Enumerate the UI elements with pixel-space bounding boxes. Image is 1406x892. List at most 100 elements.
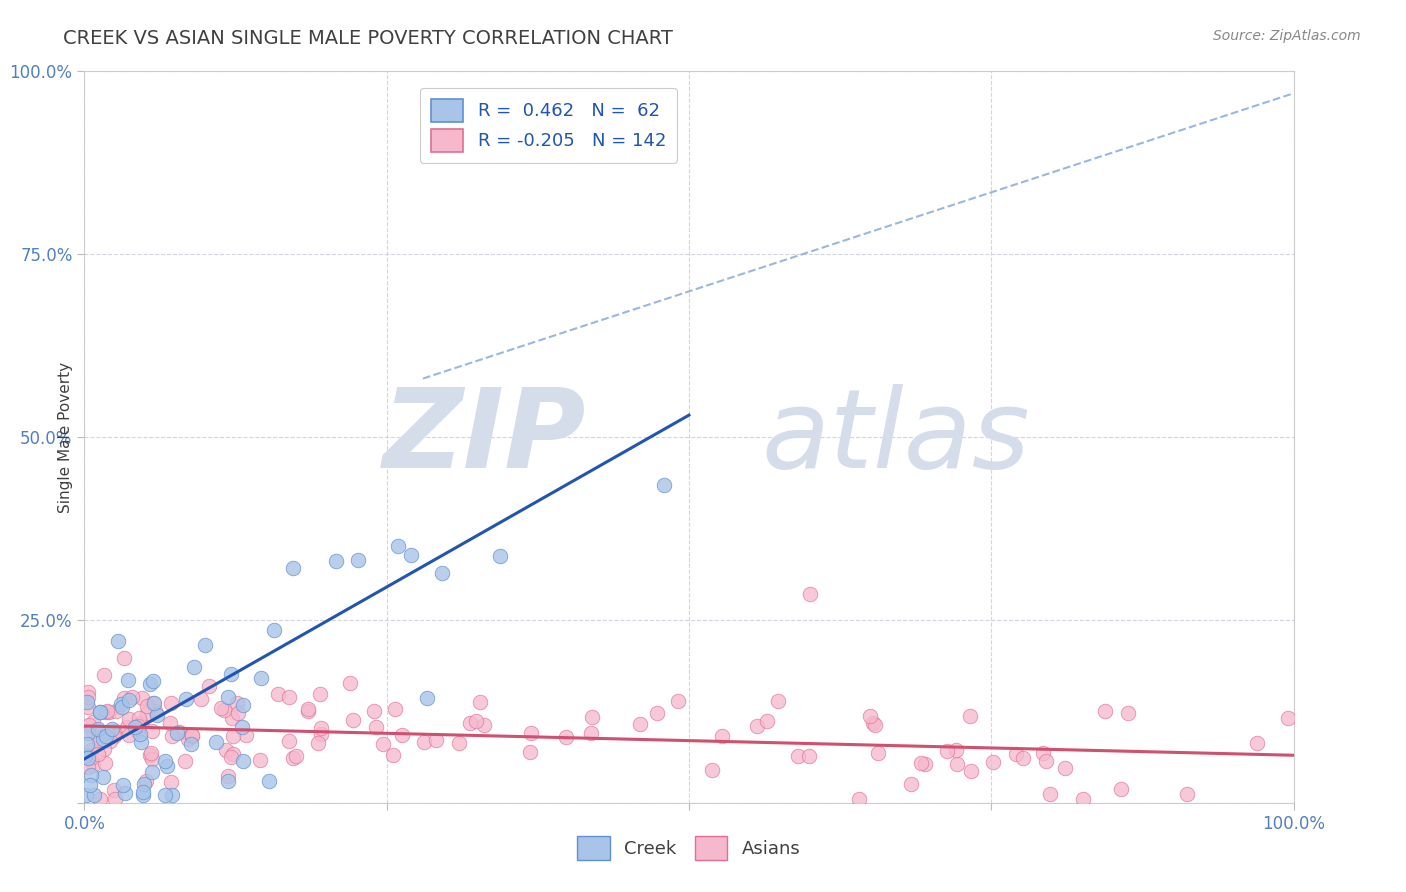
Point [129, 715, 152, 730]
Point [250, 672, 273, 686]
Point [127, 719, 149, 733]
Point [139, 747, 162, 762]
Point [1012, 750, 1035, 764]
Point [136, 706, 159, 720]
Point [77, 699, 100, 714]
Point [93, 756, 115, 770]
Point [98, 705, 121, 719]
Point [519, 745, 541, 759]
Point [107, 634, 129, 648]
Point [384, 702, 406, 716]
Point [382, 747, 405, 762]
Text: Source: ZipAtlas.com: Source: ZipAtlas.com [1213, 29, 1361, 43]
Point [79, 778, 101, 792]
Point [145, 707, 167, 722]
Point [141, 724, 163, 739]
Point [628, 717, 651, 731]
Point [946, 756, 969, 771]
Point [160, 789, 183, 803]
Point [231, 720, 253, 734]
Point [666, 693, 689, 707]
Point [412, 735, 434, 749]
Point [142, 697, 165, 711]
Point [983, 755, 1005, 769]
Point [387, 539, 409, 553]
Point [174, 692, 197, 706]
Point [114, 786, 136, 800]
Point [118, 728, 141, 742]
Point [309, 687, 332, 701]
Point [342, 714, 364, 728]
Point [219, 750, 242, 764]
Point [555, 731, 578, 745]
Point [430, 566, 453, 581]
Point [581, 709, 603, 723]
Point [89, 705, 111, 719]
Point [180, 728, 202, 742]
Point [281, 561, 304, 575]
Point [77, 718, 100, 732]
Point [756, 714, 779, 728]
Point [115, 720, 138, 734]
Point [141, 746, 163, 760]
Point [82, 757, 104, 772]
Point [226, 706, 249, 720]
Point [93, 668, 115, 682]
Point [180, 729, 202, 743]
Text: atlas: atlas [762, 384, 1031, 491]
Point [118, 712, 141, 726]
Point [77, 760, 100, 774]
Point [1004, 747, 1026, 761]
Point [307, 736, 329, 750]
Point [472, 718, 495, 732]
Point [142, 696, 165, 710]
Point [77, 690, 100, 705]
Point [285, 749, 308, 764]
Point [219, 667, 242, 681]
Point [1094, 704, 1116, 718]
Point [91, 732, 114, 747]
Point [112, 778, 135, 792]
Point [489, 549, 512, 563]
Point [235, 729, 257, 743]
Point [129, 734, 152, 748]
Point [900, 777, 922, 791]
Point [143, 705, 166, 719]
Point [194, 638, 217, 652]
Point [180, 737, 202, 751]
Point [167, 724, 190, 739]
Point [786, 748, 808, 763]
Point [217, 690, 239, 704]
Point [77, 748, 100, 763]
Point [862, 715, 884, 730]
Point [96, 705, 118, 719]
Point [114, 690, 136, 705]
Point [1032, 746, 1054, 760]
Point [263, 623, 285, 637]
Point [366, 720, 388, 734]
Point [209, 701, 232, 715]
Point [519, 725, 541, 739]
Point [135, 773, 157, 788]
Point [1175, 787, 1198, 801]
Point [859, 709, 882, 723]
Point [73, 749, 96, 764]
Y-axis label: Single Male Poverty: Single Male Poverty [58, 361, 73, 513]
Point [914, 756, 936, 771]
Point [311, 722, 333, 736]
Point [700, 763, 723, 777]
Point [177, 732, 200, 747]
Point [212, 702, 235, 716]
Point [652, 478, 675, 492]
Point [117, 673, 139, 688]
Point [278, 734, 301, 748]
Point [232, 698, 254, 712]
Point [132, 789, 155, 803]
Text: ZIP: ZIP [382, 384, 586, 491]
Point [103, 782, 125, 797]
Point [1246, 736, 1268, 750]
Point [93, 742, 115, 756]
Point [277, 690, 299, 704]
Point [217, 774, 239, 789]
Point [173, 754, 195, 768]
